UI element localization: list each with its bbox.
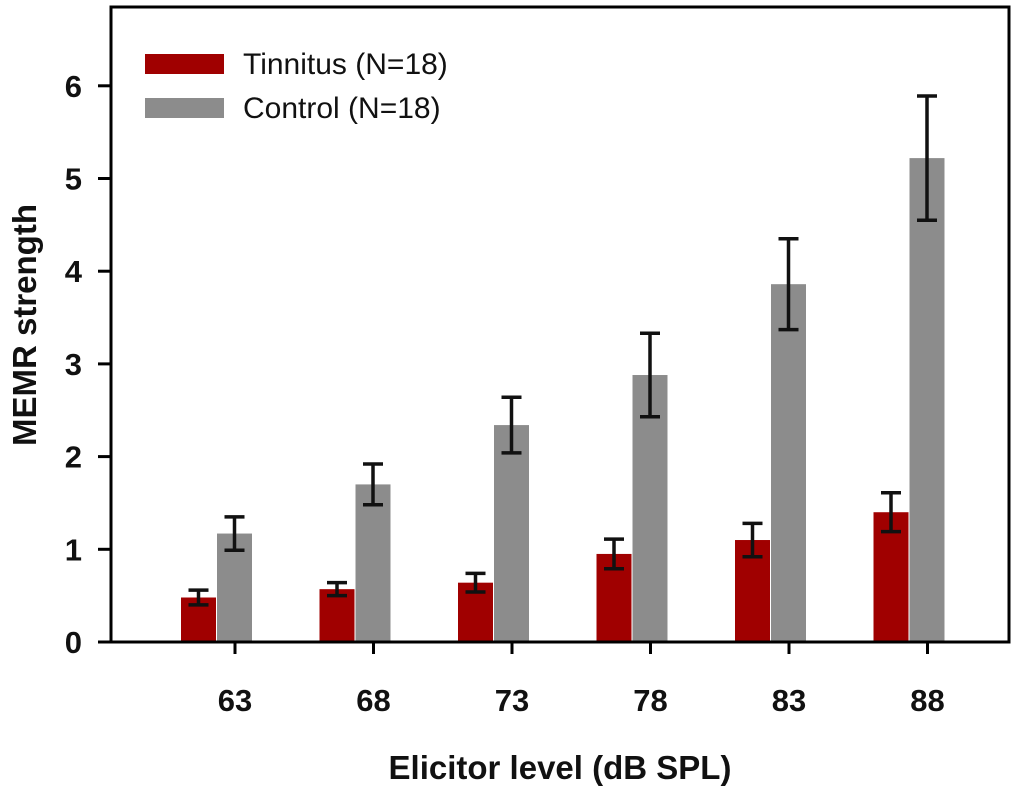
error-bar-tinnitus-63: [188, 588, 209, 607]
x-tick-label-78: 78: [633, 683, 667, 718]
error-bar-control-83: [778, 237, 799, 332]
x-tick-label-63: 63: [218, 683, 252, 718]
error-bar-control-63: [224, 515, 245, 552]
x-tick-label-88: 88: [910, 683, 944, 718]
bar-control-83: [771, 284, 806, 642]
error-bar-tinnitus-88: [881, 491, 901, 534]
x-axis: 63 68 73 78 83 88: [218, 642, 945, 718]
x-axis-label: Elicitor level (dB SPL): [389, 749, 732, 786]
plot-frame: [109, 5, 1011, 644]
error-bar-tinnitus-73: [465, 571, 486, 594]
error-bar-tinnitus-78: [604, 537, 624, 571]
x-tick-label-83: 83: [772, 683, 806, 718]
x-tick-label-73: 73: [495, 683, 529, 718]
y-tick-label-3: 3: [65, 347, 82, 382]
error-bar-tinnitus-83: [742, 521, 763, 559]
legend-swatch-tinnitus: [145, 54, 224, 74]
y-tick-label-0: 0: [65, 625, 82, 660]
legend: Tinnitus (N=18) Control (N=18): [145, 48, 448, 125]
legend-label-control: Control (N=18): [243, 92, 441, 125]
bar-control-88: [909, 158, 945, 642]
y-tick-label-4: 4: [65, 254, 83, 289]
error-bar-control-73: [501, 395, 522, 455]
y-tick-label-1: 1: [65, 532, 82, 567]
bar-tinnitus-68: [319, 589, 355, 642]
error-bar-control-78: [640, 331, 660, 419]
legend-label-tinnitus: Tinnitus (N=18): [243, 48, 448, 81]
error-bar-tinnitus-68: [327, 580, 347, 598]
bar-control-78: [632, 375, 668, 642]
y-tick-label-6: 6: [65, 69, 82, 104]
error-bar-control-88: [917, 94, 937, 222]
x-tick-label-68: 68: [356, 683, 390, 718]
y-axis-label: MEMR strength: [6, 204, 43, 446]
bar-tinnitus-88: [873, 512, 909, 642]
bar-control-68: [355, 484, 391, 642]
legend-swatch-control: [145, 98, 224, 118]
error-bars-layer: [188, 94, 937, 607]
y-axis: 0 1 2 3 4 5 6: [65, 69, 111, 660]
bar-control-73: [494, 425, 529, 642]
y-tick-label-5: 5: [65, 162, 82, 197]
bars-layer: [181, 158, 945, 642]
y-tick-label-2: 2: [65, 440, 82, 475]
error-bar-control-68: [363, 462, 383, 507]
